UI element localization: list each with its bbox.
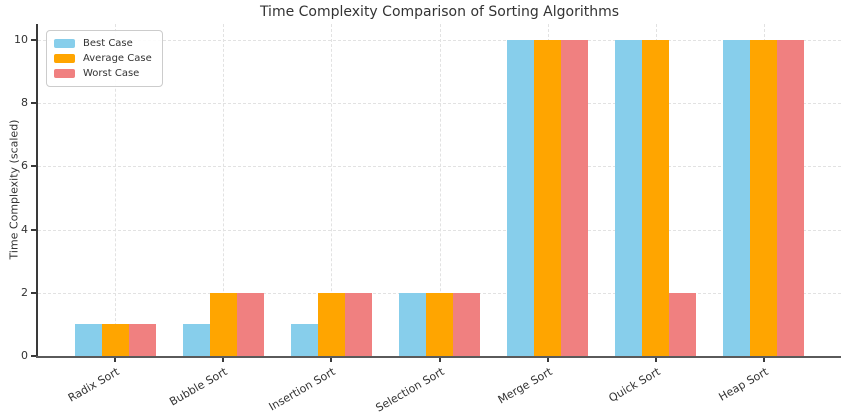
legend: Best Case Average Case Worst Case [46, 30, 163, 87]
bar-average-case-quick-sort [642, 39, 670, 356]
x-tick-mark [438, 358, 441, 362]
bar-worst-case-insertion-sort [344, 292, 372, 356]
legend-swatch-icon [54, 54, 75, 63]
y-tick-mark [31, 38, 36, 41]
bar-best-case-selection-sort [398, 292, 426, 356]
y-tick-mark [31, 228, 36, 231]
bar-worst-case-quick-sort [669, 292, 697, 356]
y-axis-spine [36, 24, 38, 358]
y-tick-mark [31, 102, 36, 105]
y-tick-mark [31, 291, 36, 294]
v-gridline [331, 24, 333, 356]
bar-best-case-radix-sort [74, 324, 102, 356]
x-tick-label: Radix Sort [65, 365, 122, 405]
bar-average-case-merge-sort [534, 39, 562, 356]
legend-label: Best Case [83, 38, 133, 49]
bar-worst-case-selection-sort [453, 292, 481, 356]
bar-best-case-merge-sort [507, 39, 535, 356]
legend-swatch-icon [54, 69, 75, 78]
x-tick-mark [654, 358, 657, 362]
legend-item: Best Case [54, 36, 152, 51]
bar-average-case-insertion-sort [317, 292, 345, 356]
x-tick-mark [222, 358, 225, 362]
plot-area [31, 24, 841, 362]
legend-item: Worst Case [54, 66, 152, 81]
x-tick-mark [762, 358, 765, 362]
bar-best-case-heap-sort [723, 39, 751, 356]
legend-item: Average Case [54, 51, 152, 66]
bar-best-case-insertion-sort [290, 324, 318, 356]
bar-worst-case-radix-sort [128, 324, 156, 356]
y-tick-label: 4 [21, 222, 28, 236]
bar-worst-case-bubble-sort [236, 292, 264, 356]
v-gridline [115, 24, 117, 356]
bar-best-case-bubble-sort [182, 324, 210, 356]
y-tick-label: 2 [21, 285, 28, 299]
bar-average-case-heap-sort [750, 39, 778, 356]
bar-worst-case-heap-sort [777, 39, 805, 356]
bar-average-case-radix-sort [101, 324, 129, 356]
legend-label: Worst Case [83, 68, 140, 79]
y-tick-mark [31, 355, 36, 357]
legend-label: Average Case [83, 53, 152, 64]
y-tick-mark [31, 165, 36, 168]
y-tick-label: 10 [14, 32, 28, 46]
chart-title: Time Complexity Comparison of Sorting Al… [259, 4, 620, 20]
bar-average-case-bubble-sort [209, 292, 237, 356]
bar-worst-case-merge-sort [561, 39, 589, 356]
x-tick-mark [114, 358, 117, 362]
x-tick-mark [330, 358, 333, 362]
x-axis-spine [36, 356, 841, 358]
legend-swatch-icon [54, 39, 75, 48]
x-tick-mark [546, 358, 549, 362]
bar-best-case-quick-sort [615, 39, 643, 356]
y-tick-label: 0 [21, 349, 28, 362]
y-tick-label: 6 [21, 159, 28, 173]
bar-average-case-selection-sort [425, 292, 453, 356]
v-gridline [223, 24, 225, 356]
v-gridline [439, 24, 441, 356]
y-tick-label: 8 [21, 96, 28, 110]
